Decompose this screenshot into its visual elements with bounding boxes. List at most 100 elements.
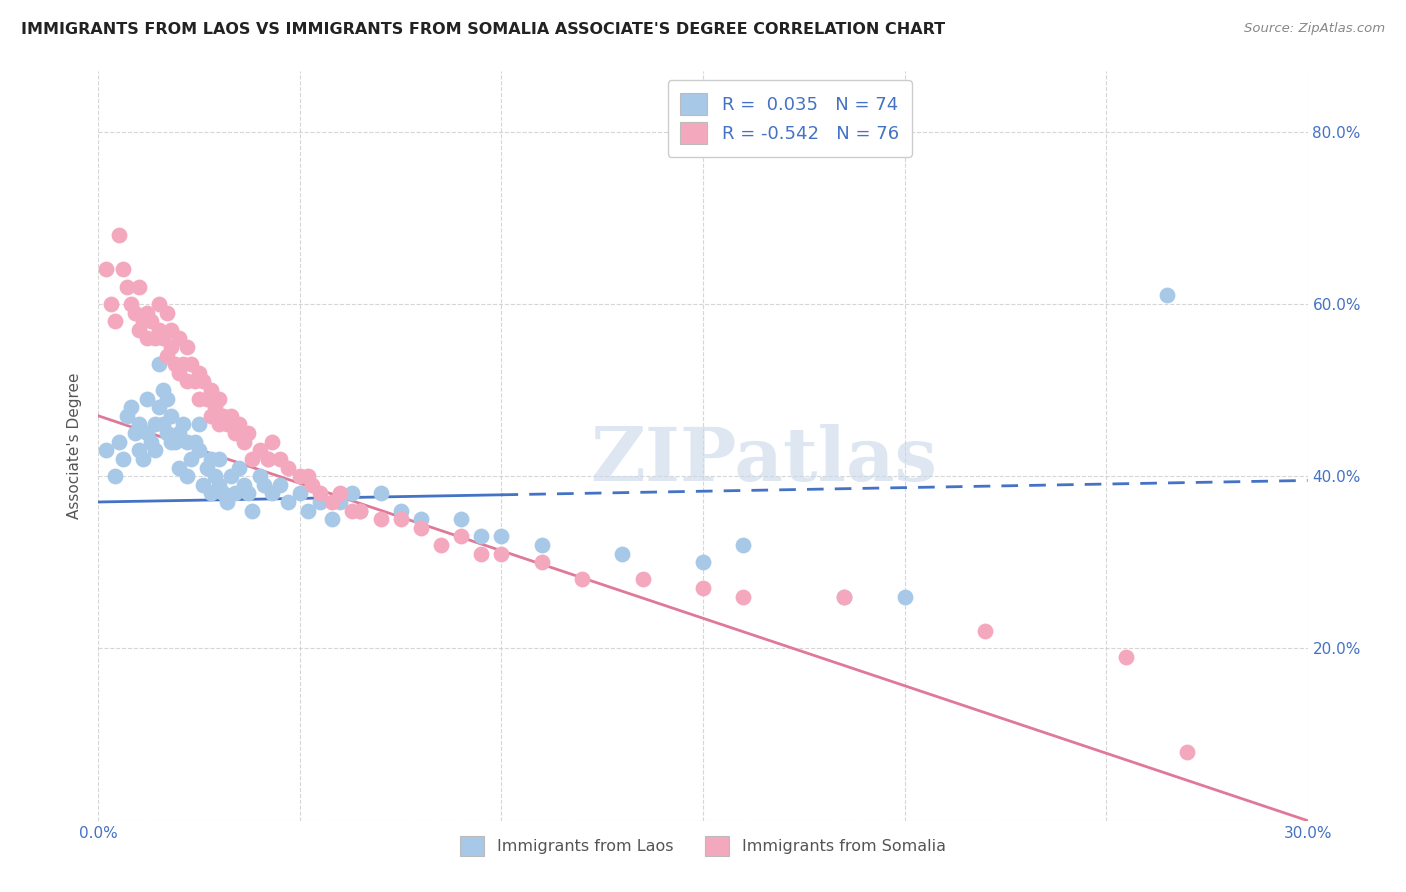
Text: Source: ZipAtlas.com: Source: ZipAtlas.com: [1244, 22, 1385, 36]
Point: [389, 503, 412, 517]
Point: [115, 279, 138, 293]
Point: [389, 512, 412, 526]
Point: [221, 469, 243, 483]
Point: [128, 417, 150, 432]
Point: [163, 357, 186, 371]
Point: [156, 349, 179, 363]
Point: [253, 477, 276, 491]
Point: [163, 434, 186, 449]
Point: [107, 227, 129, 242]
Point: [176, 375, 198, 389]
Point: [349, 503, 371, 517]
Point: [893, 590, 915, 604]
Point: [208, 392, 231, 406]
Point: [450, 529, 472, 543]
Point: [228, 417, 250, 432]
Point: [260, 434, 283, 449]
Point: [152, 417, 174, 432]
Point: [256, 451, 278, 466]
Point: [128, 279, 150, 293]
Point: [195, 392, 218, 406]
Point: [172, 417, 194, 432]
Point: [148, 297, 170, 311]
Point: [143, 331, 166, 345]
Point: [167, 426, 190, 441]
Point: [329, 495, 352, 509]
Text: ZIPatlas: ZIPatlas: [591, 425, 936, 498]
Point: [120, 401, 142, 415]
Point: [160, 323, 183, 337]
Point: [184, 434, 207, 449]
Point: [370, 512, 392, 526]
Point: [135, 331, 157, 345]
Point: [297, 469, 319, 483]
Point: [135, 392, 157, 406]
Point: [200, 486, 222, 500]
Text: IMMIGRANTS FROM LAOS VS IMMIGRANTS FROM SOMALIA ASSOCIATE'S DEGREE CORRELATION C: IMMIGRANTS FROM LAOS VS IMMIGRANTS FROM …: [21, 22, 945, 37]
Point: [156, 305, 179, 319]
Point: [128, 443, 150, 458]
Point: [156, 392, 179, 406]
Point: [188, 392, 211, 406]
Point: [96, 262, 118, 277]
Point: [132, 451, 155, 466]
Point: [160, 409, 183, 423]
Point: [103, 469, 125, 483]
Point: [571, 573, 593, 587]
Point: [692, 555, 714, 569]
Point: [167, 331, 190, 345]
Point: [212, 486, 235, 500]
Point: [232, 477, 254, 491]
Point: [217, 495, 239, 509]
Point: [176, 340, 198, 354]
Point: [152, 383, 174, 397]
Point: [321, 495, 343, 509]
Point: [132, 314, 155, 328]
Point: [115, 409, 138, 423]
Point: [120, 297, 142, 311]
Y-axis label: Associate's Degree: Associate's Degree: [67, 373, 83, 519]
Point: [167, 366, 190, 380]
Point: [172, 357, 194, 371]
Point: [612, 547, 634, 561]
Point: [208, 451, 231, 466]
Point: [193, 477, 215, 491]
Point: [530, 538, 553, 552]
Point: [100, 297, 122, 311]
Point: [167, 460, 190, 475]
Point: [240, 503, 263, 517]
Point: [152, 331, 174, 345]
Point: [193, 375, 215, 389]
Point: [491, 547, 513, 561]
Point: [1115, 650, 1137, 665]
Point: [342, 486, 364, 500]
Point: [370, 486, 392, 500]
Point: [692, 581, 714, 595]
Point: [236, 426, 259, 441]
Point: [208, 477, 231, 491]
Point: [269, 477, 291, 491]
Point: [124, 426, 146, 441]
Point: [288, 486, 311, 500]
Point: [124, 305, 146, 319]
Point: [135, 305, 157, 319]
Legend: Immigrants from Laos, Immigrants from Somalia: Immigrants from Laos, Immigrants from So…: [450, 827, 956, 865]
Point: [148, 357, 170, 371]
Point: [184, 375, 207, 389]
Point: [188, 417, 211, 432]
Point: [200, 409, 222, 423]
Point: [111, 262, 134, 277]
Point: [156, 426, 179, 441]
Point: [974, 624, 997, 639]
Point: [143, 443, 166, 458]
Point: [176, 434, 198, 449]
Point: [107, 434, 129, 449]
Point: [491, 529, 513, 543]
Point: [288, 469, 311, 483]
Point: [269, 451, 291, 466]
Point: [1156, 288, 1178, 302]
Point: [221, 409, 243, 423]
Point: [297, 503, 319, 517]
Point: [832, 590, 855, 604]
Point: [631, 573, 654, 587]
